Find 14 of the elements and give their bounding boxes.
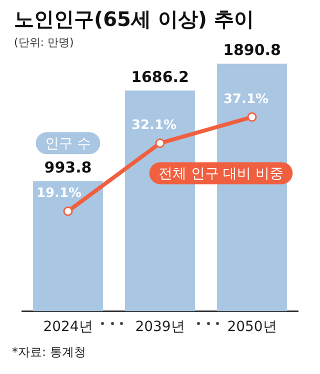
data-label: 993.8 [44,158,92,177]
series-label: 전체 인구 대비 비중 [158,166,284,182]
data-label: 32.1% [131,118,177,134]
data-label: 37.1% [223,92,269,107]
data-label: 19.1% [36,186,82,202]
text: *자료: 통계청 [12,344,86,361]
x-tick-label: 2050년 [227,319,277,336]
text: 인구 수 [44,136,92,152]
data-label: 1890.8 [223,41,281,60]
x-tick-label: 2024년 [43,319,93,336]
data-label: 1686.2 [131,68,189,86]
chart-subtitle: (단위: 만명) [14,35,74,50]
x-tick-label: 2039년 [135,319,185,336]
chart-title: 노인인구(65세 이상) 추이 [14,6,254,33]
